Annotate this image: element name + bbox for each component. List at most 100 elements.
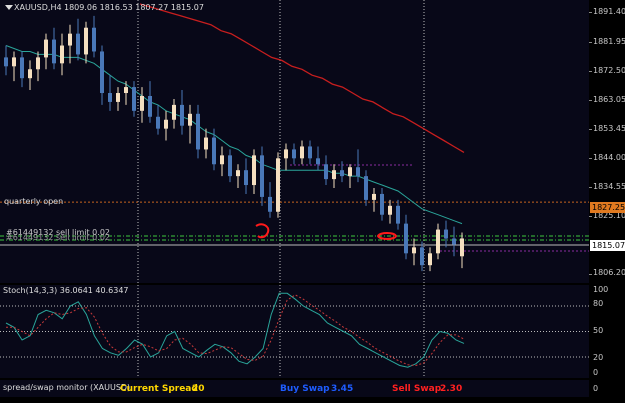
moving-average-slow xyxy=(139,3,465,153)
candle-body xyxy=(52,39,56,64)
candle-body xyxy=(380,193,384,215)
candle-body xyxy=(460,238,464,257)
monitor-scale: 0 xyxy=(589,380,625,397)
price-tick: 1834.55 xyxy=(593,182,625,191)
price-tick: 1872.50 xyxy=(593,66,625,75)
candle-body xyxy=(140,95,144,111)
candle-body xyxy=(228,155,232,177)
candle-body xyxy=(116,93,120,102)
candle-body xyxy=(364,176,368,200)
candle-body xyxy=(404,223,408,254)
chart-menu-icon[interactable] xyxy=(5,5,13,10)
buy-swap-value: 3.45 xyxy=(331,384,354,394)
stoch-scale: 100 80 50 20 0 xyxy=(589,285,625,378)
price-tick: 1825.10 xyxy=(593,211,625,220)
candle-body xyxy=(428,253,432,266)
candle-body xyxy=(36,57,40,70)
candle-body xyxy=(28,69,32,79)
candlestick-chart xyxy=(0,0,589,283)
candle-body xyxy=(132,87,136,111)
candle-body xyxy=(204,137,208,150)
candle-body xyxy=(236,170,240,177)
candle-body xyxy=(316,158,320,165)
buy-swap-label: Buy Swap xyxy=(280,384,330,394)
monitor-tick: 0 xyxy=(593,384,599,393)
candle-body xyxy=(188,113,192,126)
hand-drawn-mark xyxy=(255,223,270,239)
price-chart[interactable]: XAUUSD,H4 1809.06 1816.53 1807.27 1815.0… xyxy=(0,0,589,283)
candle-body xyxy=(260,155,264,197)
moving-average-fast xyxy=(5,45,463,225)
candle-body xyxy=(196,113,200,150)
candle-body xyxy=(452,238,456,245)
order-line-label[interactable]: #61449132 sell limit 0.02 xyxy=(6,228,110,237)
price-scale[interactable]: 1891.40 1881.95 1872.50 1863.05 1853.45 … xyxy=(589,0,625,283)
candle-body xyxy=(148,95,152,117)
candle-body xyxy=(84,27,88,55)
candle-body xyxy=(412,247,416,254)
current-spread-label: Current Spread xyxy=(120,384,198,394)
candle-body xyxy=(436,229,440,254)
candle-body xyxy=(292,149,296,159)
quarterly-open-price-box: 1827.25 xyxy=(590,202,625,213)
candle-body xyxy=(12,57,16,67)
current-price-box: 1815.07 xyxy=(590,240,625,251)
quarterly-open-label: quarterly open xyxy=(4,197,64,206)
candle-body xyxy=(324,164,328,180)
candle-body xyxy=(212,137,216,165)
candle-body xyxy=(276,158,280,212)
price-tick: 1806.20 xyxy=(593,268,625,277)
candle-body xyxy=(372,193,376,200)
monitor-title: spread/swap monitor (XAUUSD) xyxy=(3,383,131,392)
sell-swap-label: Sell Swap xyxy=(392,384,442,394)
stoch-tick: 80 xyxy=(593,299,604,308)
candle-body xyxy=(252,155,256,186)
candle-body xyxy=(308,146,312,159)
price-tick: 1844.00 xyxy=(593,153,625,162)
candle-body xyxy=(60,45,64,64)
spread-swap-monitor[interactable]: spread/swap monitor (XAUUSD) Current Spr… xyxy=(0,380,589,397)
candle-body xyxy=(76,33,80,55)
candle-body xyxy=(396,205,400,224)
stoch-header: Stoch(14,3,3) 36.0641 40.6347 xyxy=(3,286,129,295)
candle-body xyxy=(220,155,224,165)
candle-body xyxy=(20,57,24,79)
candle-body xyxy=(68,33,72,46)
candle-body xyxy=(268,196,272,212)
price-tick: 1853.45 xyxy=(593,124,625,133)
candle-body xyxy=(124,87,128,94)
candle-body xyxy=(388,205,392,215)
stochastic-lines xyxy=(0,285,589,378)
candle-body xyxy=(100,51,104,94)
sell-swap-value: 2.30 xyxy=(440,384,463,394)
candle-body xyxy=(284,149,288,159)
candle-body xyxy=(156,116,160,129)
time-axis[interactable] xyxy=(0,397,625,403)
candle-body xyxy=(172,104,176,120)
stochastic-indicator[interactable]: Stoch(14,3,3) 36.0641 40.6347 xyxy=(0,285,589,378)
candle-body xyxy=(92,27,96,52)
hand-drawn-mark xyxy=(376,232,398,240)
stoch-tick: 20 xyxy=(593,353,604,362)
stoch-tick: 100 xyxy=(593,285,609,294)
candle-body xyxy=(164,119,168,129)
stoch-signal-line xyxy=(6,294,465,367)
candle-body xyxy=(44,39,48,58)
price-tick: 1863.05 xyxy=(593,95,625,104)
candle-body xyxy=(340,170,344,177)
stoch-tick: 0 xyxy=(593,368,599,377)
candle-body xyxy=(420,247,424,266)
candle-body xyxy=(444,229,448,239)
candle-body xyxy=(4,57,8,67)
stoch-tick: 50 xyxy=(593,326,604,335)
current-spread-value: 20 xyxy=(192,384,205,394)
candle-body xyxy=(348,167,352,177)
candle-body xyxy=(300,146,304,159)
symbol-label: XAUUSD,H4 xyxy=(14,3,62,12)
ohlc-readout: 1809.06 1816.53 1807.27 1815.07 xyxy=(64,3,204,12)
candle-body xyxy=(108,93,112,102)
candle-body xyxy=(244,170,248,186)
candle-body xyxy=(180,104,184,126)
stoch-main-line xyxy=(5,292,465,368)
